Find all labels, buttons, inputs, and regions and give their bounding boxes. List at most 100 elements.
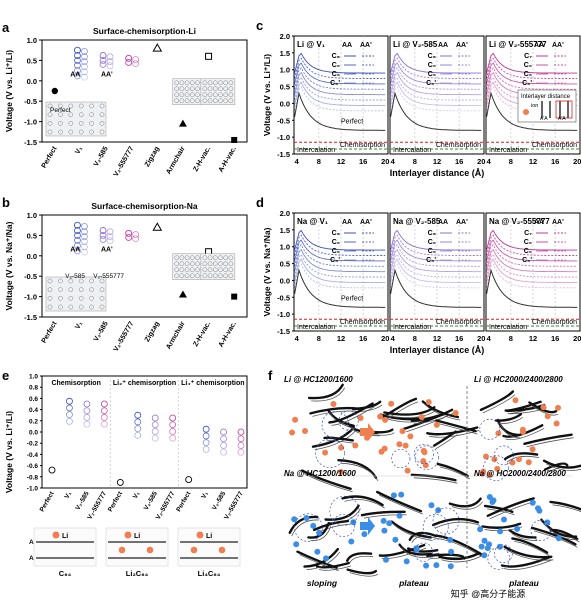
ion-dot [418, 414, 425, 421]
y-tick-label: -1.0 [24, 293, 37, 302]
open-circle-marker [66, 417, 73, 425]
ion-dot [481, 537, 488, 544]
caption-li-hc2000: Li @ HC2000/2400/2800 [474, 375, 563, 384]
ion-dot [361, 531, 368, 538]
chemisorption-label: Chemisorption [340, 319, 385, 326]
ion-dot [352, 442, 359, 449]
series-curve [294, 71, 386, 96]
series-curve [294, 229, 386, 251]
subplot-title: Na @ V₁ [297, 217, 329, 226]
hex-ring [99, 103, 105, 109]
x-category-label: V₁ [74, 145, 84, 155]
hex-ring [99, 287, 105, 292]
carbon-layer-shadow [379, 494, 424, 515]
legend-aa-prime: AA' [552, 219, 564, 226]
x-tick-label: 8 [413, 334, 417, 343]
series-curve [390, 234, 482, 256]
carbon-layer-shadow [438, 423, 478, 435]
legend-aa-prime: AA' [552, 42, 564, 49]
ion-dot [407, 433, 414, 440]
hex-ring [78, 278, 84, 284]
open-circle-marker [237, 428, 245, 436]
carbon-layer [479, 390, 515, 412]
schematic-cell [288, 495, 407, 577]
carbon-layer-shadow [505, 427, 545, 441]
hex-ring [99, 129, 105, 135]
x-tick-label: 8 [317, 157, 321, 166]
ion-dot [316, 529, 323, 536]
y-tick-label: 0.0 [29, 430, 38, 437]
carbon-layer-shadow [439, 466, 471, 480]
ion-dot [479, 470, 486, 477]
open-circle-marker [169, 428, 177, 435]
carbon-layer-shadow [552, 504, 581, 513]
hex-ring [68, 121, 74, 126]
ion-dot [322, 449, 329, 456]
group-title: Li₂⁺ chemisorption [113, 380, 176, 387]
open-circle-marker [151, 414, 159, 422]
pore-outline [332, 513, 356, 538]
schematic-cell [377, 397, 480, 484]
hex-ring [212, 86, 218, 92]
marker-open-circle [73, 247, 81, 255]
hex-ring [184, 261, 190, 267]
perfect-curve [294, 91, 386, 131]
panel-title-b: Surface-chemisorption-Na [91, 201, 198, 211]
legend-aa-prime: AA' [101, 72, 113, 79]
arrow-li [360, 423, 375, 441]
hex-ring [89, 121, 94, 126]
series-curve [390, 229, 482, 251]
y-tick-label: -1.5 [277, 327, 290, 336]
intercalation-label: Intercalation [489, 147, 527, 154]
ion-dot [448, 548, 455, 555]
carbon-layer-shadow [487, 508, 515, 516]
x-category-label: Zigzag [144, 146, 161, 169]
hex-ring [47, 296, 53, 301]
legend-aa: AA [70, 247, 80, 254]
series-curve [486, 229, 578, 251]
carbon-layer [301, 469, 352, 490]
hex-ring [189, 80, 195, 86]
hex-ring [179, 261, 185, 267]
hex-ring [179, 92, 185, 98]
legend-series-label: C₆ [332, 239, 340, 246]
x-category-label: Perfect [39, 490, 56, 513]
marker-open-circle [125, 54, 133, 62]
marker-open-circle [125, 233, 133, 241]
carbon-layer [426, 553, 465, 558]
marker-open-circle [106, 53, 114, 61]
open-circle-marker [66, 404, 73, 412]
structure-frame [105, 527, 169, 567]
highlight-box [555, 100, 573, 119]
hex-ring [189, 267, 195, 273]
hex-ring [184, 92, 190, 98]
pore-outline [329, 495, 360, 526]
carbon-layer [421, 400, 460, 419]
marker-open-circle [99, 52, 107, 59]
open-circle-marker [220, 442, 227, 449]
y-tick-label: -0.5 [277, 293, 290, 302]
hex-ring [223, 255, 228, 261]
hex-ring [47, 103, 53, 109]
carbon-layer-shadow [514, 541, 550, 556]
marker-open-circle [73, 227, 81, 234]
marker-open-circle [106, 58, 114, 65]
ion-dot [525, 459, 532, 466]
series-curve [486, 263, 578, 289]
hex-ring [189, 261, 195, 267]
carbon-layer [360, 510, 406, 517]
schematic-cell [479, 390, 581, 481]
x-category-label: V₁ [132, 490, 142, 500]
chemisorption-label: Chemisorption [340, 142, 385, 149]
ion-dot [447, 563, 454, 570]
hex-ring [212, 267, 218, 273]
carbon-layer-shadow [435, 434, 458, 449]
carbon-layer-shadow [318, 565, 352, 571]
x-category-label: Z-H-vac. [192, 145, 212, 172]
open-circle-marker [100, 414, 108, 421]
pore-outline [413, 542, 434, 562]
carbon-layer [376, 490, 423, 513]
ion-dot [555, 404, 561, 411]
hex-ring [78, 296, 84, 301]
graphene-inset [45, 276, 107, 312]
